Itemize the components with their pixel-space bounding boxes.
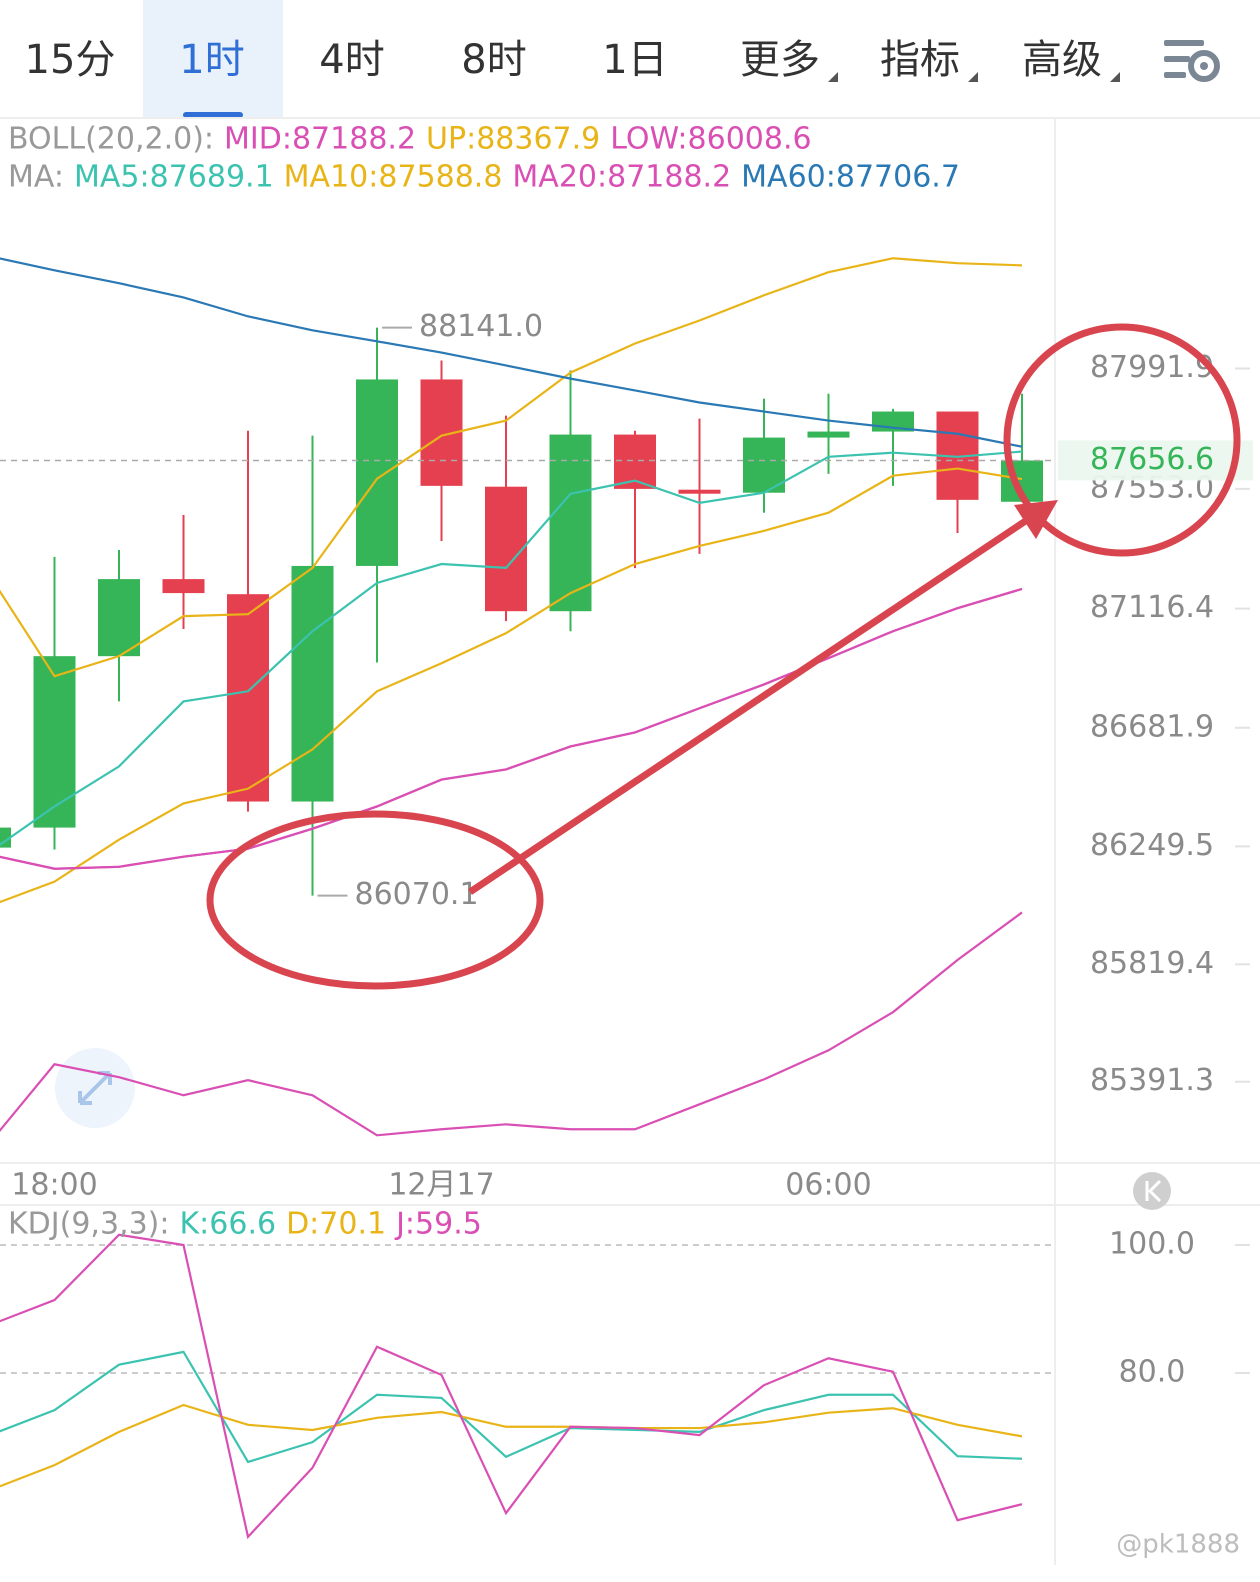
- legend-item: UP:88367.9: [426, 122, 600, 157]
- settings-icon[interactable]: [1164, 40, 1220, 82]
- y-tick-label: 100.0: [1109, 1227, 1195, 1262]
- tab[interactable]: 1时: [179, 37, 244, 83]
- x-tick-label: 18:00: [11, 1168, 97, 1203]
- candle-body: [0, 827, 11, 848]
- y-tick-label: 86681.9: [1090, 709, 1214, 744]
- kdj-plot: [0, 1233, 1055, 1540]
- indicator-line: [0, 467, 1023, 904]
- candle-body: [356, 379, 398, 566]
- indicator-line: [0, 257, 1023, 448]
- indicator-line: [0, 1350, 1023, 1464]
- indicator-line: [0, 911, 1023, 1137]
- candle-body: [807, 431, 850, 438]
- tab[interactable]: 8时: [461, 37, 526, 83]
- indicator-line: [0, 257, 1023, 678]
- legend-item: LOW:86008.6: [610, 122, 811, 157]
- tab[interactable]: 15分: [25, 37, 116, 83]
- candle-body: [291, 565, 334, 802]
- candle-body: [485, 486, 527, 612]
- candle-body: [33, 656, 76, 828]
- tab[interactable]: 指标: [880, 37, 960, 83]
- tab[interactable]: 高级: [1022, 37, 1102, 83]
- legend-item: MA10:87588.8: [284, 160, 503, 195]
- legend-item: MA60:87706.7: [741, 160, 960, 195]
- tab[interactable]: 1日: [602, 37, 667, 83]
- y-tick-label: 85391.3: [1090, 1063, 1214, 1098]
- legend-item: MID:87188.2: [224, 122, 416, 157]
- legend-item: MA:: [8, 160, 64, 195]
- chart-layer: 15分 1时 4时 8时 1日 更多 指标 高级 BOLL(20,2.0): MID:87188.…: [0, 37, 1253, 1540]
- legend-item: D:70.1: [286, 1207, 386, 1242]
- candle-body: [98, 579, 140, 657]
- candle-body: [549, 434, 592, 612]
- last-price-bg: [1058, 440, 1253, 481]
- tab[interactable]: 更多: [740, 37, 820, 83]
- dropdown-caret: [968, 72, 978, 82]
- scroll-latest-button[interactable]: [1133, 1172, 1171, 1210]
- indicator-line: [0, 1233, 1023, 1540]
- dropdown-caret: [828, 72, 838, 82]
- dropdown-caret: [1110, 72, 1120, 82]
- indicator-line: [0, 450, 1023, 847]
- legend-item: MA5:87689.1: [74, 160, 274, 195]
- active-tab-bg: [143, 0, 283, 118]
- x-tick-label: 06:00: [785, 1168, 871, 1203]
- legend-item: KDJ(9,3,3):: [8, 1207, 169, 1242]
- candle-body: [227, 594, 269, 802]
- low-label: 86070.1: [355, 877, 479, 912]
- watermark: @pk1888: [1116, 1530, 1240, 1560]
- expand-button[interactable]: [55, 1048, 135, 1128]
- last-price-label: 87656.6: [1090, 442, 1214, 477]
- tab[interactable]: 4时: [319, 37, 384, 83]
- indicator-line: [0, 587, 1023, 870]
- candle-body: [743, 437, 785, 493]
- y-tick-label: 87116.4: [1090, 590, 1214, 625]
- legend-item: MA20:87188.2: [512, 160, 731, 195]
- candle-body: [162, 579, 205, 594]
- legend-item: J:59.5: [394, 1207, 482, 1242]
- legend-item: K:66.6: [179, 1207, 276, 1242]
- legend-item: BOLL(20,2.0):: [8, 122, 214, 157]
- indicator-line: [0, 1403, 1023, 1488]
- active-tab-indicator: [183, 112, 243, 118]
- high-label: 88141.0: [419, 309, 543, 344]
- main-plot: [0, 257, 1043, 1137]
- x-tick-label: 12月17: [388, 1168, 494, 1203]
- candle-body: [678, 489, 721, 494]
- y-tick-label: 80.0: [1119, 1355, 1186, 1390]
- y-tick-label: 86249.5: [1090, 828, 1214, 863]
- user-markup: [206, 323, 1241, 990]
- y-tick-label: 85819.4: [1090, 946, 1214, 981]
